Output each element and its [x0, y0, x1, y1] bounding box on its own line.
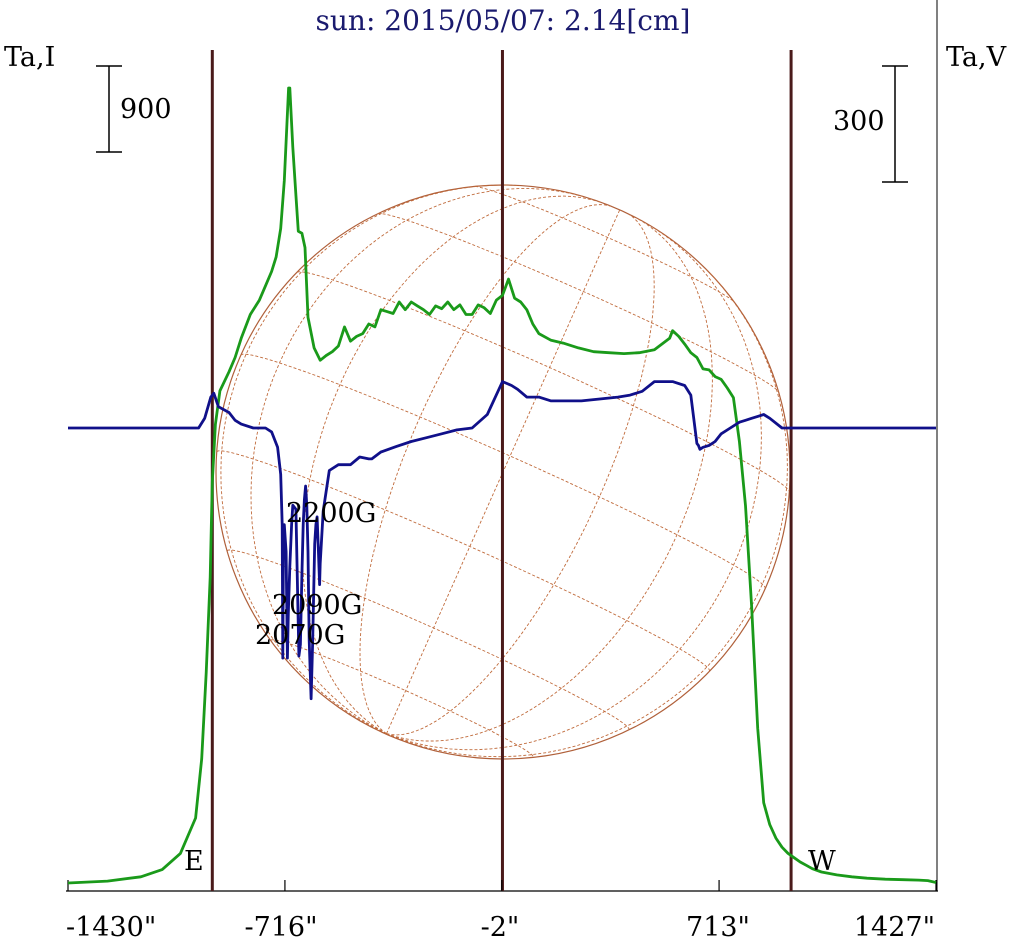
field-label-2090g: 2090G — [272, 590, 362, 621]
scale-bar-polarization-label: 300 — [833, 106, 885, 137]
x-tick-label-2: -2" — [481, 912, 520, 941]
longitude-line — [386, 267, 788, 758]
series-line-V — [68, 380, 936, 701]
west-limb-label: W — [808, 846, 836, 877]
series-line-I — [67, 86, 937, 885]
east-limb-label: E — [184, 846, 204, 877]
latitude-line — [270, 639, 534, 757]
x-tick-label-3: 713" — [686, 912, 750, 941]
field-label-2200g: 2200G — [286, 498, 376, 529]
scale-bar-intensity-label: 900 — [120, 94, 172, 125]
x-tick-label-4: 1427" — [854, 912, 935, 941]
longitude-line — [359, 204, 611, 735]
scale-bar-polarization — [882, 65, 908, 183]
left-axis-label: Ta,I — [4, 42, 55, 73]
latitude-line — [474, 186, 735, 303]
scale-bar-intensity — [96, 65, 122, 153]
x-tick-label-1: -716" — [244, 912, 317, 941]
chart-title: sun: 2015/05/07: 2.14[cm] — [316, 4, 691, 37]
field-label-2070g: 2070G — [255, 620, 345, 651]
right-axis-label: Ta,V — [946, 42, 1007, 73]
longitude-line — [386, 209, 621, 734]
longitude-line — [386, 227, 762, 751]
latitude-line — [377, 213, 780, 393]
longitude-line — [302, 195, 602, 735]
x-tick-label-0: -1430" — [66, 912, 156, 941]
series-layer — [67, 86, 937, 885]
longitude-line — [250, 188, 584, 735]
longitude-line — [386, 217, 713, 742]
longitude-line — [386, 213, 655, 736]
